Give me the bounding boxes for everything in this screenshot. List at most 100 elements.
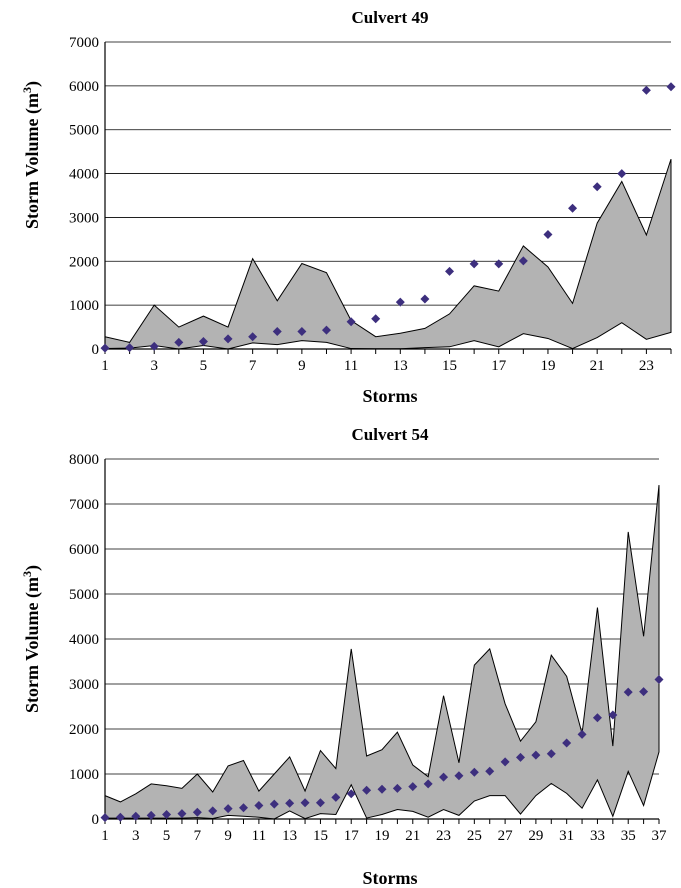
data-point [639, 687, 649, 697]
y-tick-labels: 0 1000 2000 3000 4000 5000 6000 7000 [69, 35, 99, 358]
y-tick-label: 4000 [69, 632, 99, 648]
y-axis-label-superscript: 3 [20, 571, 34, 577]
x-tick-label: 21 [405, 828, 420, 844]
x-tick-label: 11 [252, 828, 266, 844]
x-tick-labels: 1 3 5 7 9 11 13 15 17 19 21 23 25 27 29 31 33 35 37 [101, 828, 667, 844]
x-tick-label: 1 [101, 358, 109, 374]
data-point [485, 766, 495, 776]
data-point [239, 803, 248, 813]
data-point [666, 82, 676, 92]
data-point [272, 326, 282, 336]
data-point [331, 792, 341, 802]
data-point [568, 203, 578, 213]
x-tick-label: 35 [621, 828, 636, 844]
data-point [174, 337, 184, 347]
chart-title: Culvert 54 [352, 425, 429, 444]
data-point [423, 779, 433, 789]
data-point [146, 810, 156, 820]
data-point [162, 810, 172, 819]
chart-culvert-49: Culvert 49 0 1000 2000 3000 4000 5000 6000 7000… [20, 8, 676, 406]
y-tick-label: 7000 [69, 35, 99, 51]
data-point [285, 798, 295, 808]
data-point [300, 798, 310, 808]
data-point [371, 314, 381, 324]
x-tick-label: 3 [150, 358, 158, 374]
y-tick-label: 5000 [69, 123, 99, 139]
y-tick-label: 3000 [69, 677, 99, 693]
data-point [362, 785, 372, 795]
data-point [192, 807, 202, 817]
data-point [208, 806, 218, 816]
x-tick-label: 1 [101, 828, 109, 844]
data-point [223, 804, 233, 814]
data-point [254, 801, 264, 810]
data-point [592, 182, 602, 192]
y-tick-label: 8000 [69, 452, 99, 468]
x-tick-label: 5 [163, 828, 171, 844]
data-series [100, 675, 664, 823]
x-tick-label: 11 [344, 358, 358, 374]
axes [104, 459, 660, 824]
y-axis-label: Storm Volume (m3) [20, 81, 43, 229]
y-tick-label: 0 [92, 342, 100, 358]
data-point [420, 294, 430, 304]
data-point [223, 334, 233, 344]
data-point [346, 317, 356, 327]
data-point [395, 297, 405, 307]
gridlines [105, 41, 671, 306]
y-tick-label: 1000 [69, 767, 99, 783]
y-tick-label: 5000 [69, 587, 99, 603]
x-tick-label: 5 [200, 358, 208, 374]
data-point [125, 343, 135, 353]
x-tick-label: 25 [467, 828, 482, 844]
data-point [297, 326, 307, 336]
x-tick-label: 15 [442, 358, 457, 374]
data-point [577, 729, 587, 739]
data-point [100, 343, 110, 353]
x-tick-label: 9 [224, 828, 232, 844]
data-point [321, 325, 331, 335]
range-band [104, 158, 672, 350]
x-tick-label: 37 [652, 828, 668, 844]
data-point [131, 811, 141, 821]
x-tick-label: 3 [132, 828, 140, 844]
y-tick-labels: 0 1000 2000 3000 4000 5000 6000 7000 8000 [69, 452, 99, 828]
x-tick-label: 17 [344, 828, 360, 844]
x-tick-label: 33 [590, 828, 605, 844]
data-point [454, 771, 464, 781]
data-point [546, 749, 556, 759]
data-point [654, 675, 664, 684]
y-axis-label-close: ) [22, 81, 43, 87]
data-point [115, 812, 125, 822]
x-axis-label: Storms [363, 386, 418, 406]
data-series [100, 82, 676, 353]
x-tick-label: 17 [491, 358, 507, 374]
data-point [392, 783, 402, 793]
data-point [494, 259, 504, 269]
y-tick-label: 6000 [69, 79, 99, 95]
data-point [543, 230, 553, 240]
data-point [641, 85, 651, 95]
x-tick-label: 21 [590, 358, 605, 374]
data-point [377, 784, 387, 794]
data-point [516, 752, 525, 762]
data-point [608, 710, 618, 720]
x-tick-label: 9 [298, 358, 306, 374]
data-point [248, 332, 258, 342]
x-tick-label: 31 [559, 828, 574, 844]
y-axis-label-superscript: 3 [20, 87, 34, 93]
data-point [469, 767, 479, 777]
y-tick-label: 4000 [69, 167, 99, 183]
data-point [617, 169, 627, 179]
x-tick-label: 7 [249, 358, 257, 374]
data-point [531, 750, 541, 760]
x-tick-label: 13 [393, 358, 408, 374]
data-point [100, 813, 110, 823]
x-tick-label: 23 [436, 828, 451, 844]
data-point [149, 341, 159, 351]
data-point [408, 782, 418, 792]
x-tick-label: 23 [639, 358, 654, 374]
y-tick-label: 2000 [69, 254, 99, 270]
data-point [198, 337, 208, 347]
